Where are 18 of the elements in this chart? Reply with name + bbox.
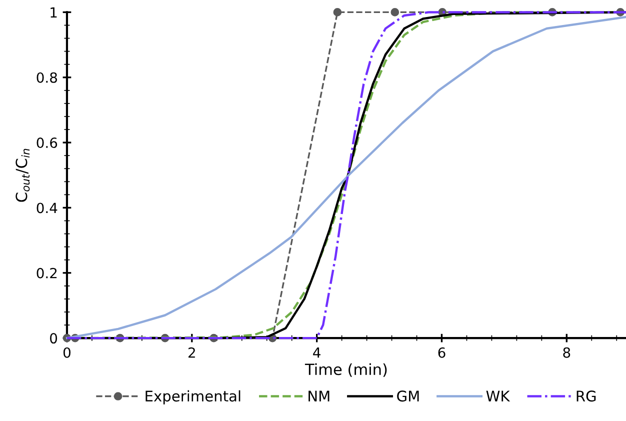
y-tick-label: 0.2 (36, 268, 57, 278)
legend-label: RG (576, 390, 596, 402)
y-tick-label: 0.4 (36, 202, 58, 214)
legend-label: NM (308, 390, 330, 402)
y-tick-label: 1 (50, 7, 57, 18)
legend-label: Experimental (146, 390, 240, 404)
x-tick-label: 2 (188, 347, 195, 358)
y-tick-label: 0.8 (36, 72, 58, 83)
legend-label: WK (486, 390, 510, 402)
y-tick-label: 0.6 (36, 138, 58, 148)
y-tick-label: 0 (50, 333, 58, 344)
x-tick-label: 0 (63, 347, 70, 358)
y-axis-title: C$_{out}$/C$_{in}$ (16, 148, 30, 202)
legend-label: GM (397, 390, 419, 402)
x-tick-label: 8 (563, 347, 570, 358)
x-tick-label: 4 (313, 348, 320, 358)
x-axis-title: Time (min) (304, 363, 387, 377)
x-tick-label: 6 (438, 347, 446, 358)
